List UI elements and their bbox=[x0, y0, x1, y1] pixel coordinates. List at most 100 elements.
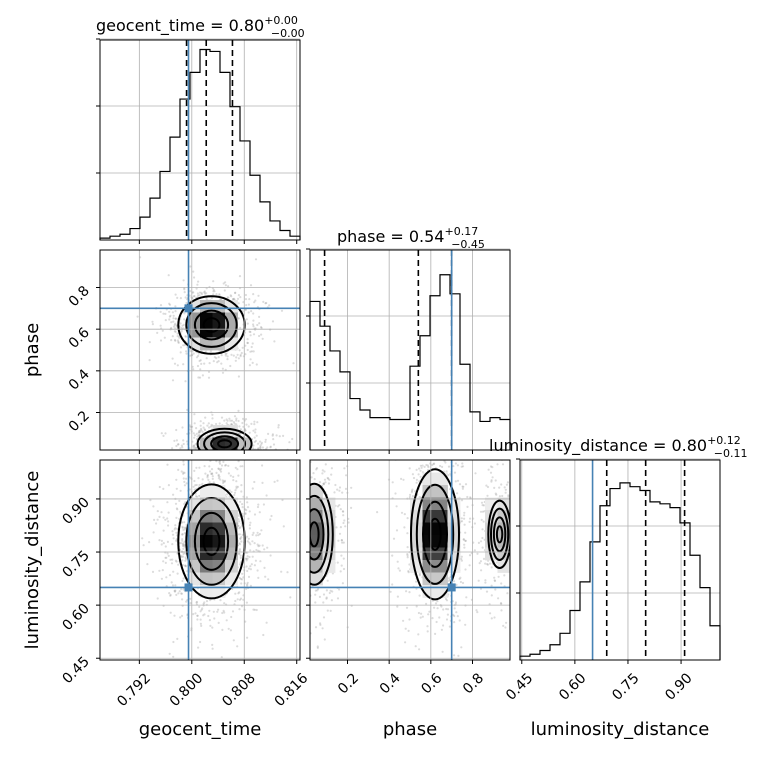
scatter-point bbox=[208, 481, 211, 484]
scatter-point bbox=[183, 318, 186, 321]
scatter-point bbox=[214, 463, 216, 465]
scatter-point bbox=[182, 545, 185, 548]
scatter-point bbox=[229, 461, 231, 463]
scatter-point bbox=[317, 443, 319, 445]
scatter-point bbox=[215, 451, 217, 453]
scatter-point bbox=[214, 453, 216, 455]
scatter-point bbox=[314, 451, 316, 453]
scatter-point bbox=[450, 661, 452, 663]
scatter-point bbox=[269, 446, 272, 449]
scatter-point bbox=[428, 671, 430, 673]
scatter-point bbox=[306, 522, 308, 524]
scatter-point bbox=[176, 332, 179, 335]
scatter-point bbox=[196, 294, 200, 297]
contour-level-1 bbox=[310, 508, 325, 561]
scatter-point bbox=[460, 559, 463, 562]
scatter-point bbox=[288, 441, 291, 444]
scatter-point bbox=[458, 483, 462, 486]
scatter-point bbox=[178, 542, 182, 545]
scatter-point bbox=[199, 450, 201, 452]
scatter-point bbox=[261, 464, 264, 467]
scatter-point bbox=[439, 413, 441, 415]
scatter-point bbox=[438, 616, 441, 619]
scatter-point bbox=[294, 552, 296, 554]
scatter-point bbox=[476, 552, 479, 555]
scatter-point bbox=[218, 294, 221, 297]
scatter-point bbox=[175, 487, 178, 490]
scatter-point bbox=[238, 456, 240, 458]
scatter-point bbox=[459, 576, 462, 579]
scatter-point bbox=[203, 456, 205, 458]
scatter-point bbox=[505, 483, 508, 486]
scatter-point bbox=[184, 296, 187, 299]
scatter-point bbox=[300, 536, 302, 538]
scatter-point bbox=[292, 483, 294, 485]
scatter-point bbox=[204, 435, 207, 438]
scatter-point bbox=[522, 570, 524, 572]
scatter-point bbox=[326, 476, 329, 480]
scatter-point bbox=[489, 471, 493, 474]
scatter-point bbox=[170, 581, 173, 584]
scatter-point bbox=[245, 318, 248, 321]
scatter-point bbox=[162, 542, 165, 545]
scatter-point bbox=[481, 546, 484, 549]
scatter-point bbox=[408, 467, 411, 470]
scatter-point bbox=[220, 464, 224, 467]
scatter-point bbox=[284, 576, 286, 578]
scatter-point bbox=[444, 461, 447, 464]
scatter-point bbox=[484, 579, 487, 582]
scatter-point bbox=[174, 584, 177, 587]
scatter-point bbox=[171, 447, 174, 450]
scatter-point bbox=[222, 609, 225, 613]
scatter-point bbox=[279, 563, 281, 565]
scatter-point bbox=[222, 451, 224, 453]
scatter-point bbox=[223, 289, 226, 292]
scatter-point bbox=[417, 611, 420, 615]
scatter-point bbox=[252, 323, 255, 326]
scatter-point bbox=[193, 276, 196, 279]
scatter-point bbox=[249, 330, 252, 334]
scatter-point bbox=[162, 560, 165, 563]
scatter-point bbox=[179, 297, 182, 300]
scatter-point bbox=[199, 618, 202, 621]
scatter-point bbox=[207, 376, 211, 379]
scatter-point bbox=[250, 563, 253, 566]
scatter-point bbox=[231, 452, 233, 454]
scatter-point bbox=[238, 591, 241, 594]
scatter-point bbox=[185, 352, 188, 355]
scatter-point bbox=[330, 467, 333, 470]
scatter-point bbox=[198, 433, 201, 437]
scatter-point bbox=[418, 467, 421, 470]
scatter-point bbox=[291, 598, 293, 600]
scatter-point bbox=[204, 472, 207, 475]
scatter-point bbox=[342, 557, 345, 560]
scatter-point bbox=[326, 579, 329, 582]
grid bbox=[310, 460, 510, 660]
scatter-point bbox=[314, 626, 318, 629]
scatter-point bbox=[180, 542, 183, 545]
scatter-point bbox=[255, 608, 258, 612]
scatter-point bbox=[259, 560, 262, 563]
panel-frame bbox=[99, 459, 301, 661]
scatter-point bbox=[249, 521, 252, 524]
density-cell bbox=[435, 560, 448, 573]
scatter-point bbox=[239, 537, 242, 540]
scatter-point bbox=[201, 482, 204, 485]
scatter-point bbox=[206, 451, 208, 453]
scatter-point bbox=[206, 473, 209, 477]
scatter-point bbox=[230, 615, 233, 619]
scatter-point bbox=[223, 453, 225, 455]
scatter-point bbox=[177, 443, 180, 446]
scatter-point bbox=[420, 612, 423, 615]
scatter-point bbox=[173, 338, 177, 342]
scatter-point bbox=[271, 433, 274, 436]
scatter-point bbox=[146, 563, 149, 566]
scatter-point bbox=[241, 451, 243, 453]
scatter-point bbox=[219, 478, 222, 481]
scatter-point bbox=[198, 431, 201, 434]
scatter-point bbox=[447, 444, 449, 446]
scatter-point bbox=[248, 364, 251, 367]
scatter-point bbox=[229, 453, 231, 455]
scatter-point bbox=[514, 493, 516, 495]
density-cell bbox=[187, 312, 201, 326]
